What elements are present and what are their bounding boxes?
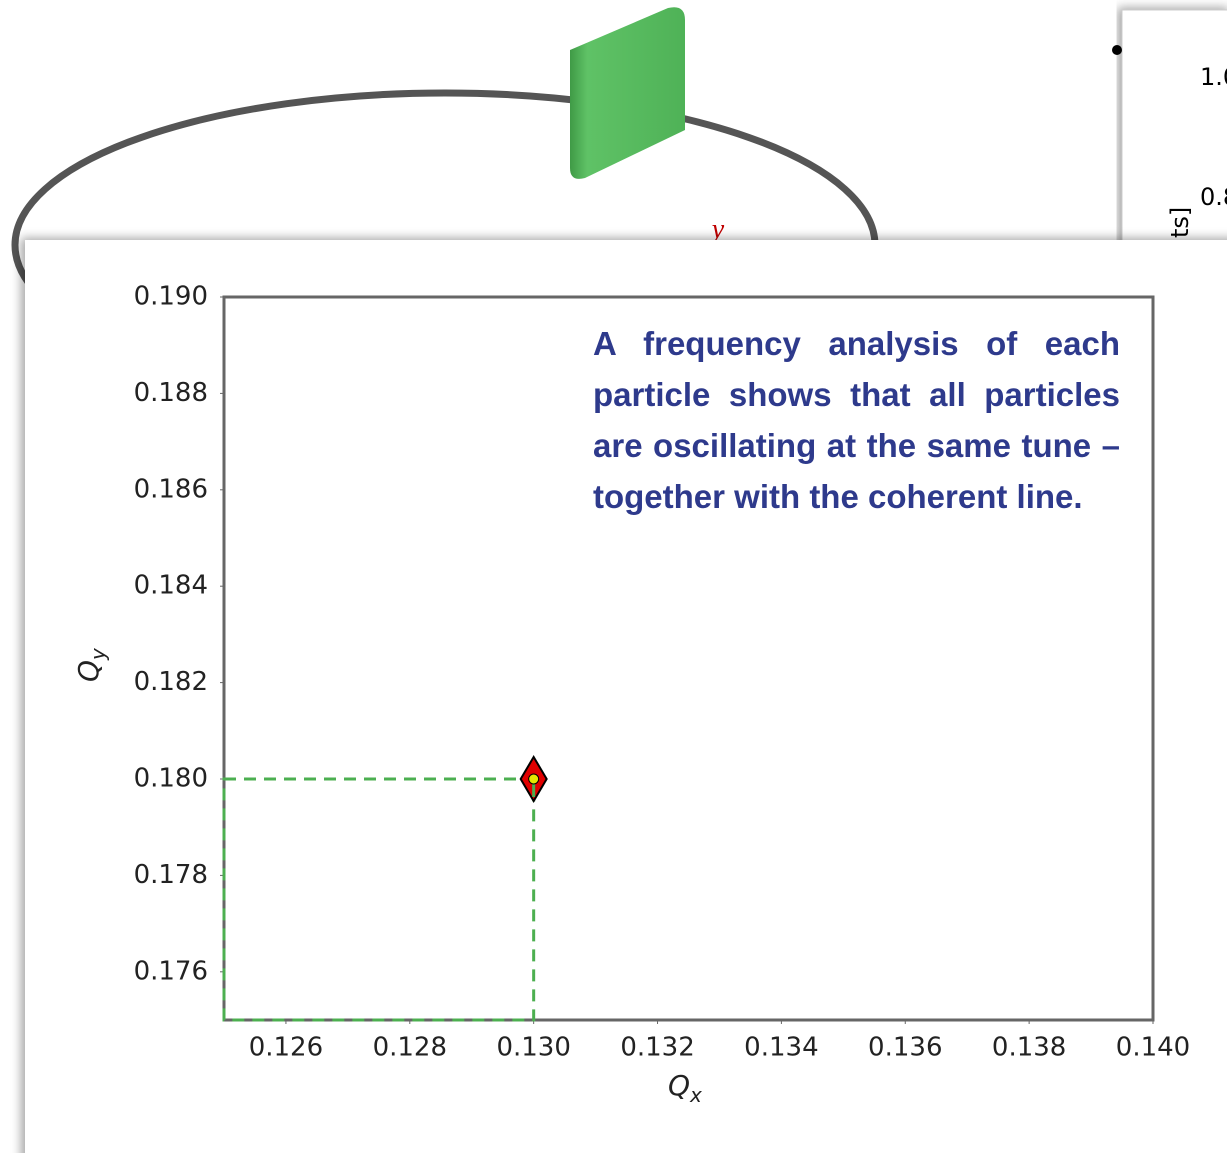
x-tick-label: 0.128 [373, 1033, 447, 1063]
y-tick-label: 0.180 [134, 764, 208, 794]
x-axis-label: Qx [668, 1069, 702, 1107]
y-tick-label: 0.182 [134, 667, 208, 697]
y-tick-label: 0.176 [134, 956, 208, 986]
x-tick-label: 0.136 [868, 1033, 942, 1063]
inset-axis-label: ts] [1166, 207, 1194, 238]
kicker-box [570, 7, 685, 179]
y-axis-label-symbol: Q [72, 660, 105, 682]
x-tick-label: 0.140 [1116, 1033, 1190, 1063]
guide-line [222, 777, 536, 1022]
y-axis-label: Qy [72, 647, 110, 682]
x-axis-label-subscript: x [689, 1083, 702, 1107]
annotation: A frequency analysis of each particle sh… [593, 325, 1120, 515]
x-tick-label: 0.134 [744, 1033, 818, 1063]
y-tick-label: 0.184 [134, 571, 208, 601]
plot: 0.176 0.178 0.180 0.182 0.184 0.186 0.188 0.190… [72, 282, 1190, 1108]
ring-label: y [709, 214, 725, 245]
inset-tick: 1.0 [1200, 63, 1227, 91]
y-tick-label: 0.188 [134, 378, 208, 408]
x-tick-label: 0.126 [249, 1033, 323, 1063]
bullet [1112, 45, 1122, 55]
x-axis-label-symbol: Q [668, 1069, 690, 1102]
inset-tick: 0.8 [1200, 183, 1227, 211]
point-core [528, 773, 540, 785]
x-tick-label: 0.132 [620, 1033, 694, 1063]
y-axis-label-subscript: y [86, 647, 110, 661]
x-tick-label: 0.130 [496, 1033, 570, 1063]
y-tick-label: 0.178 [134, 860, 208, 890]
plot-frame [222, 295, 1155, 1022]
y-tick-label: 0.190 [134, 282, 208, 312]
x-tick-label: 0.138 [992, 1033, 1066, 1063]
y-tick-label: 0.186 [134, 474, 208, 504]
